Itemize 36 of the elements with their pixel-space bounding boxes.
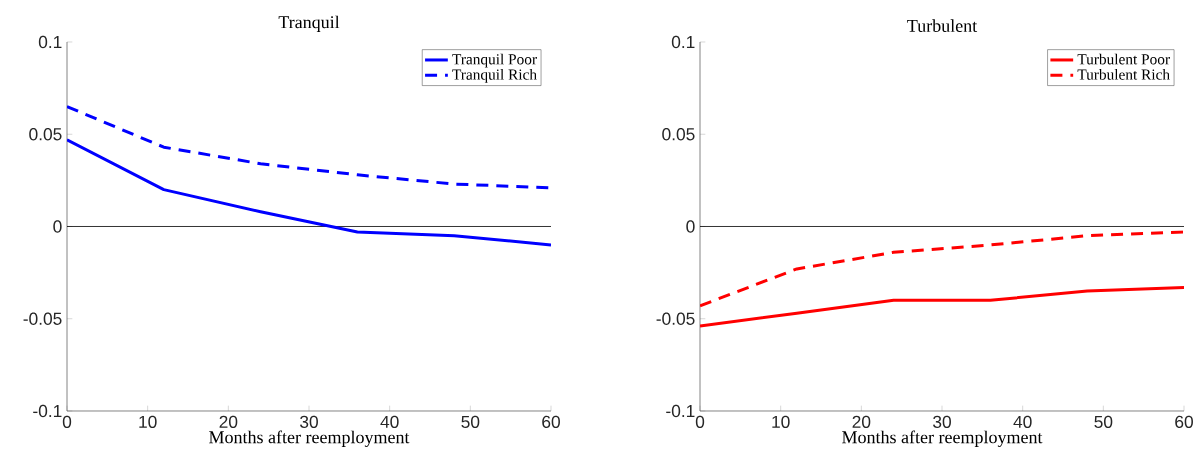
x-tick-label: 10	[772, 415, 790, 428]
x-tick-label: 10	[139, 415, 157, 428]
x-tick-label: 40	[380, 415, 399, 428]
x-tick-label: 0	[695, 415, 705, 428]
x-tick-label: 50	[1094, 415, 1113, 428]
legend-label: Tranquil Rich	[452, 68, 537, 83]
y-tick-label: 0.1	[38, 35, 62, 49]
x-tick-label: 20	[219, 415, 238, 428]
x-tick-label: 30	[933, 415, 951, 428]
line-series	[700, 230, 1185, 308]
x-tick-label: 40	[1013, 415, 1032, 428]
chart-title: Tranquil	[278, 15, 340, 32]
y-tick-label: -0.05	[23, 312, 62, 325]
line-series	[67, 138, 551, 247]
x-axis-title: Months after reemployment	[209, 430, 410, 448]
x-axis-title: Months after reemployment	[842, 430, 1043, 448]
y-tick-label: -0.05	[656, 312, 695, 325]
y-tick-label: 0	[53, 220, 62, 233]
x-tick-label: 50	[461, 415, 480, 428]
x-tick-label: 60	[542, 415, 560, 428]
y-tick-label: -0.1	[33, 404, 62, 418]
y-tick-label: 0.05	[662, 128, 695, 141]
x-tick-label: 60	[1175, 415, 1193, 428]
chart-title: Turbulent	[907, 19, 978, 32]
line-series	[700, 285, 1185, 328]
y-tick-label: 0	[686, 220, 695, 233]
line-series	[67, 105, 551, 190]
x-tick-label: 0	[62, 415, 72, 428]
legend-label: Tranquil Poor	[452, 53, 537, 68]
y-tick-label: 0.1	[671, 35, 695, 49]
legend-label: Turbulent Rich	[1077, 68, 1170, 80]
y-tick-label: 0.05	[29, 128, 62, 141]
legend-label: Turbulent Poor	[1077, 53, 1170, 65]
x-tick-label: 20	[852, 415, 871, 428]
y-tick-label: -0.1	[666, 404, 695, 418]
x-tick-label: 30	[300, 415, 318, 428]
